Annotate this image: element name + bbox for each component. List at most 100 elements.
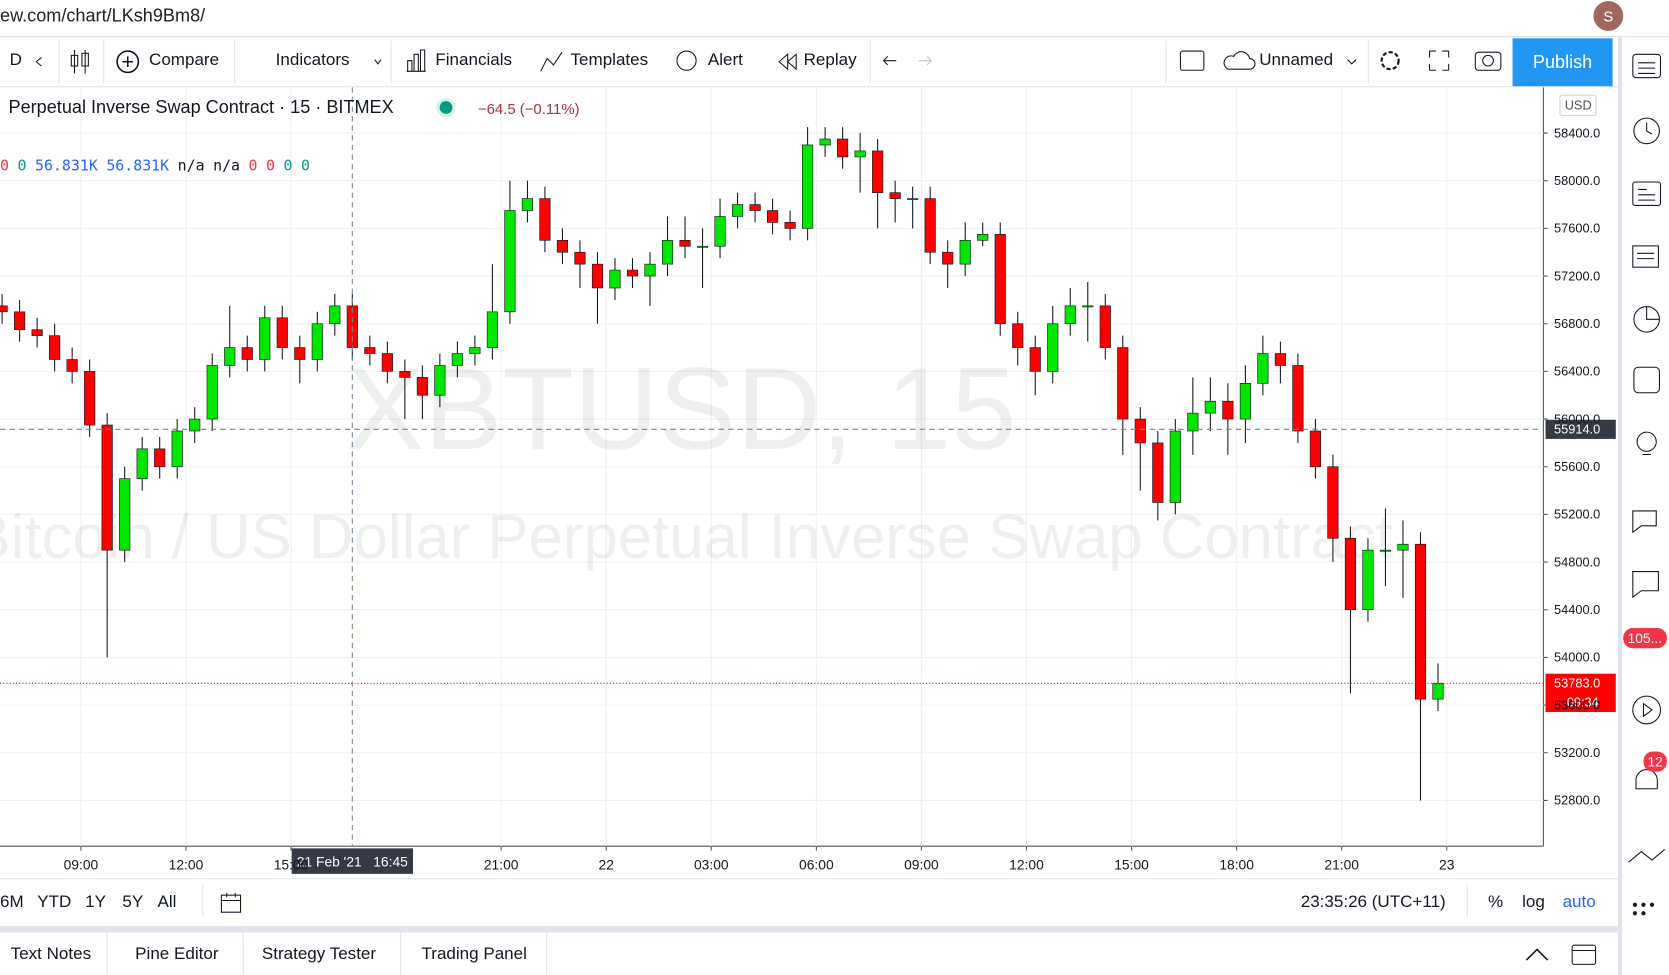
log-toggle[interactable]: log xyxy=(1522,893,1545,912)
candle-body xyxy=(1064,305,1076,325)
crosshair-time-tag xyxy=(291,848,413,874)
candle-body xyxy=(784,222,796,229)
chart[interactable]: XBTUSD, 15 Bitcoin / US Dollar Perpetual … xyxy=(0,87,1618,879)
y-tick-label: 57200.0 xyxy=(1554,268,1600,283)
candle-body xyxy=(854,150,866,158)
candle-body xyxy=(154,448,166,468)
crosshair-time: 21 Feb '21 16:45 xyxy=(297,853,408,869)
candle-body xyxy=(679,239,691,247)
indicator-value: 0 xyxy=(283,157,293,175)
candle-body xyxy=(802,144,814,229)
candle-body xyxy=(171,430,183,468)
indicators[interactable]: Indicators xyxy=(275,51,350,70)
y-tick-label: 54800.0 xyxy=(1554,554,1600,569)
financials[interactable]: Financials xyxy=(435,51,513,70)
current-price: 53783.0 xyxy=(1554,676,1600,691)
candle-body xyxy=(1029,347,1041,372)
templates[interactable]: Templates xyxy=(570,51,649,70)
x-tick-label: 09:00 xyxy=(64,857,99,873)
range-button[interactable]: 5Y xyxy=(122,893,144,912)
candle-body xyxy=(644,263,656,277)
candle-body xyxy=(1134,418,1146,444)
candle-body xyxy=(626,269,639,277)
candle-body xyxy=(1274,353,1286,366)
clock: 23:35:26 (UTC+11) xyxy=(1300,893,1446,912)
candle-body xyxy=(1379,549,1392,552)
url[interactable]: ew.com/chart/LKsh9Bm8/ xyxy=(0,5,206,26)
candle-body xyxy=(714,216,726,247)
candle-body xyxy=(1292,365,1304,432)
y-tick-label: 53600.0 xyxy=(1554,697,1600,712)
candle-body xyxy=(399,371,411,378)
candle-body xyxy=(224,347,236,366)
candle-body xyxy=(294,347,306,360)
candle-body xyxy=(994,234,1006,325)
candle-body xyxy=(49,335,61,360)
publish-button[interactable]: Publish xyxy=(1512,38,1613,87)
status-dot xyxy=(439,101,453,114)
y-tick-label: 52800.0 xyxy=(1554,793,1600,808)
countdown: 09:34 xyxy=(1567,695,1599,710)
y-tick-label: 54400.0 xyxy=(1554,602,1600,617)
change: −64.5 (−0.11%) xyxy=(477,100,580,118)
y-tick-label: 57600.0 xyxy=(1554,221,1600,236)
panel-tab[interactable]: Trading Panel xyxy=(421,945,527,964)
panel-tab[interactable]: Pine Editor xyxy=(135,945,219,964)
candle-body xyxy=(1169,430,1181,503)
icon xyxy=(220,893,242,913)
panel-tab[interactable]: Text Notes xyxy=(10,945,92,964)
watermark-subtitle: Bitcoin / US Dollar Perpetual Inverse Sw… xyxy=(0,503,1393,572)
panel-tab[interactable]: Strategy Tester xyxy=(261,945,377,964)
compare[interactable]: Compare xyxy=(149,51,220,70)
candle-body xyxy=(364,347,376,354)
y-tick-label: 53200.0 xyxy=(1554,745,1600,760)
candle-body xyxy=(0,305,8,313)
range-button[interactable]: YTD xyxy=(37,893,72,912)
indicator-values: 0 0 56.831K 56.831K n/a n/a 0 0 0 0 xyxy=(0,158,319,175)
indicator-value: 0 xyxy=(17,157,27,175)
x-tick-label: 18:00 xyxy=(1219,857,1254,873)
candle-body xyxy=(311,323,323,360)
range-button[interactable]: 6M xyxy=(0,893,24,912)
auto-toggle[interactable]: auto xyxy=(1562,893,1596,912)
y-tick-label: 58000.0 xyxy=(1554,173,1600,188)
candle-body xyxy=(819,138,831,146)
candle-body xyxy=(1222,400,1234,420)
candle-body xyxy=(486,311,498,348)
x-tick-label: 21:00 xyxy=(1324,857,1359,873)
symbol-title: Perpetual Inverse Swap Contract · 15 · B… xyxy=(8,96,394,118)
candle-body xyxy=(136,448,148,479)
range-button[interactable]: All xyxy=(157,893,177,912)
crosshair-price: 55914.0 xyxy=(1554,422,1600,437)
crosshair-price-tag xyxy=(1545,419,1616,439)
toolbar xyxy=(0,37,1618,88)
y-tick-label: 58400.0 xyxy=(1554,125,1600,140)
browser-bar xyxy=(0,0,1669,38)
y-tick-label: 55200.0 xyxy=(1554,507,1600,522)
toolbar-icons xyxy=(35,49,1502,74)
avatar[interactable]: S xyxy=(1593,1,1624,31)
candle-body xyxy=(84,371,96,426)
badge: 105... xyxy=(1623,628,1667,649)
candle-body xyxy=(416,377,428,396)
bottom-bar xyxy=(0,878,1618,927)
layout-name[interactable]: Unnamed xyxy=(1259,51,1334,70)
interval[interactable]: D xyxy=(9,51,22,70)
currency[interactable]: USD xyxy=(1559,94,1597,117)
x-tick-label: 12:00 xyxy=(1009,857,1044,873)
alert[interactable]: Alert xyxy=(707,51,743,70)
percent-toggle[interactable]: % xyxy=(1488,893,1504,912)
range-button[interactable]: 1Y xyxy=(85,893,106,912)
candle-body xyxy=(749,204,761,211)
candle-body xyxy=(924,198,936,253)
indicator-value: n/a xyxy=(177,157,205,175)
candle-body xyxy=(731,204,744,217)
candle-body xyxy=(1397,543,1409,551)
candle-body xyxy=(329,305,341,325)
candle-body xyxy=(574,251,586,265)
replay[interactable]: Replay xyxy=(803,51,857,70)
candle-body xyxy=(469,347,481,354)
candle-body xyxy=(1187,412,1199,432)
candle-body xyxy=(1344,537,1357,611)
